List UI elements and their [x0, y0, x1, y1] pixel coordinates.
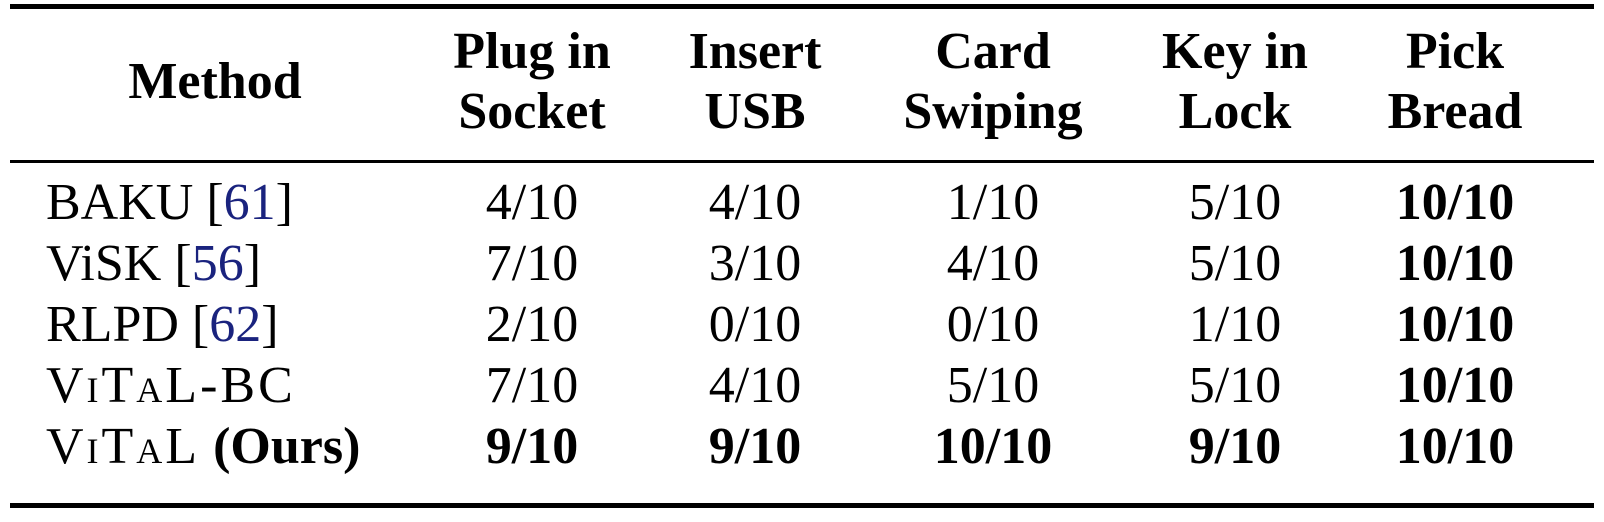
- method-cell-vital-bc: ViTaL-BC: [46, 355, 296, 417]
- citation-bracket: [: [178, 296, 210, 353]
- value-cell: 4/10: [708, 174, 802, 231]
- value-cell: 3/10: [708, 235, 802, 292]
- citation-bracket: ]: [243, 235, 262, 292]
- header-line-2: Swiping: [903, 83, 1083, 140]
- value-cell-best: 10/10: [1395, 235, 1515, 292]
- value-cell-best: 9/10: [708, 418, 802, 475]
- method-cell-baku: BAKU [61]: [46, 172, 293, 234]
- value-cell-best: 10/10: [933, 418, 1053, 475]
- citation-link[interactable]: 61: [223, 174, 276, 231]
- value-cell: 0/10: [708, 296, 802, 353]
- value-cell: 0/10: [946, 296, 1040, 353]
- value-cell-best: 9/10: [485, 418, 579, 475]
- value-cell: 5/10: [946, 357, 1040, 414]
- citation-link[interactable]: 56: [191, 235, 244, 292]
- citation-bracket: ]: [275, 174, 293, 231]
- header-line-1: Pick: [1405, 23, 1505, 80]
- value-cell: 5/10: [1188, 235, 1282, 292]
- value-cell-best: 10/10: [1395, 418, 1515, 475]
- value-cell: 5/10: [1188, 174, 1282, 231]
- header-line-2: Lock: [1178, 83, 1292, 140]
- header-line-1: Plug in: [453, 23, 611, 80]
- ours-label: (Ours): [200, 418, 361, 475]
- method-name: ViSK: [46, 235, 162, 292]
- value-cell-best: 10/10: [1395, 296, 1515, 353]
- method-name: ViTaL: [46, 418, 201, 475]
- value-cell: 4/10: [946, 235, 1040, 292]
- header-line-2: USB: [704, 83, 806, 140]
- citation-link[interactable]: 62: [209, 296, 262, 353]
- value-cell: 2/10: [485, 296, 579, 353]
- method-cell-vital-ours: ViTaL (Ours): [46, 416, 360, 478]
- header-line-1: Key in: [1162, 23, 1308, 80]
- value-cell: 7/10: [485, 357, 579, 414]
- header-line-1: Insert: [688, 23, 822, 80]
- header-line-1: Card: [935, 23, 1051, 80]
- citation-bracket: [: [161, 235, 192, 292]
- citation-bracket: ]: [261, 296, 279, 353]
- header-line-2: Socket: [458, 83, 606, 140]
- header-method-label: Method: [128, 53, 302, 110]
- table-header-rule: [10, 160, 1594, 163]
- value-cell: 1/10: [946, 174, 1040, 231]
- header-line-2: Bread: [1387, 83, 1523, 140]
- value-cell: 4/10: [485, 174, 579, 231]
- method-cell-rlpd: RLPD [62]: [46, 294, 279, 356]
- method-name: BAKU: [46, 174, 194, 231]
- method-name: RLPD: [46, 296, 179, 353]
- method-cell-visk: ViSK [56]: [46, 233, 261, 295]
- table-top-rule: [10, 4, 1594, 9]
- table-bottom-rule: [10, 503, 1594, 508]
- value-cell: 1/10: [1188, 296, 1282, 353]
- method-name: ViTaL-BC: [46, 357, 296, 414]
- header-plug-in-socket: Plug in Socket: [432, 22, 632, 142]
- header-key-in-lock: Key in Lock: [1135, 22, 1335, 142]
- value-cell: 5/10: [1188, 357, 1282, 414]
- header-pick-bread: Pick Bread: [1365, 22, 1545, 142]
- header-method: Method: [110, 52, 320, 112]
- value-cell-best: 10/10: [1395, 174, 1515, 231]
- header-card-swiping: Card Swiping: [883, 22, 1103, 142]
- value-cell-best: 9/10: [1188, 418, 1282, 475]
- value-cell-best: 10/10: [1395, 357, 1515, 414]
- value-cell: 4/10: [708, 357, 802, 414]
- value-cell: 7/10: [485, 235, 579, 292]
- citation-bracket: [: [193, 174, 224, 231]
- header-insert-usb: Insert USB: [665, 22, 845, 142]
